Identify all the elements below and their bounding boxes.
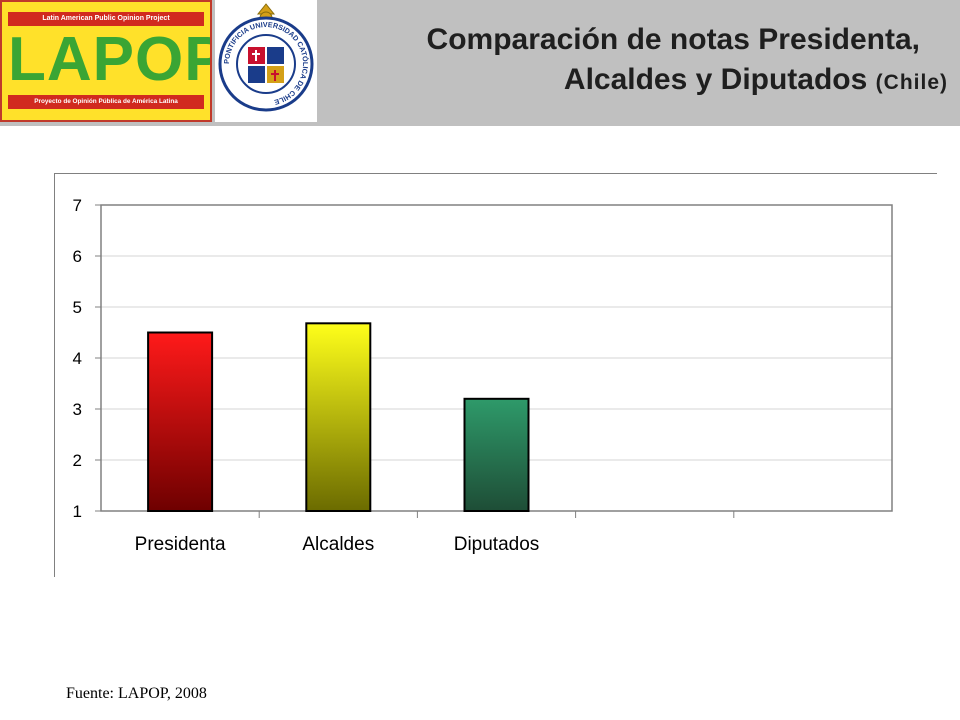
- title-country: (Chile): [875, 71, 948, 94]
- bar-presidenta: [147, 331, 214, 512]
- bar-chart: 1 2 3 4 5 6 7 Presidenta Alcaldes Diputados: [54, 173, 937, 577]
- y-tick-label: 1: [73, 502, 82, 521]
- y-tick-label: 2: [73, 451, 82, 470]
- y-tick-label: 4: [73, 349, 82, 368]
- y-tick-label: 3: [73, 400, 82, 419]
- header-banner: Latin American Public Opinion Project LA…: [0, 0, 960, 126]
- logo-bottom-band: Proyecto de Opinión Pública de América L…: [8, 95, 204, 109]
- bar-alcaldes: [305, 322, 372, 512]
- logo-top-band: Latin American Public Opinion Project: [8, 12, 204, 26]
- x-tick-label: Presidenta: [135, 534, 226, 555]
- y-tick-label: 6: [73, 247, 82, 266]
- title-line-2: Alcaldes y Diputados: [563, 63, 868, 96]
- title-line-1: Comparación de notas Presidenta,: [426, 23, 920, 56]
- source-note: Fuente: LAPOP, 2008: [66, 685, 207, 702]
- bar-diputados: [463, 397, 530, 512]
- page-title: Comparación de notas Presidenta, Alcalde…: [427, 20, 948, 103]
- lapop-logo: Latin American Public Opinion Project LA…: [0, 0, 212, 122]
- y-tick-label: 5: [73, 298, 82, 317]
- x-tick-label: Alcaldes: [302, 534, 374, 555]
- x-tick-label: Diputados: [454, 534, 540, 555]
- university-seal: PONTIFICIA UNIVERSIDAD CATÓLICA DE CHILE: [215, 0, 317, 122]
- logo-word: LAPOP: [8, 25, 212, 94]
- y-tick-label: 7: [73, 196, 82, 215]
